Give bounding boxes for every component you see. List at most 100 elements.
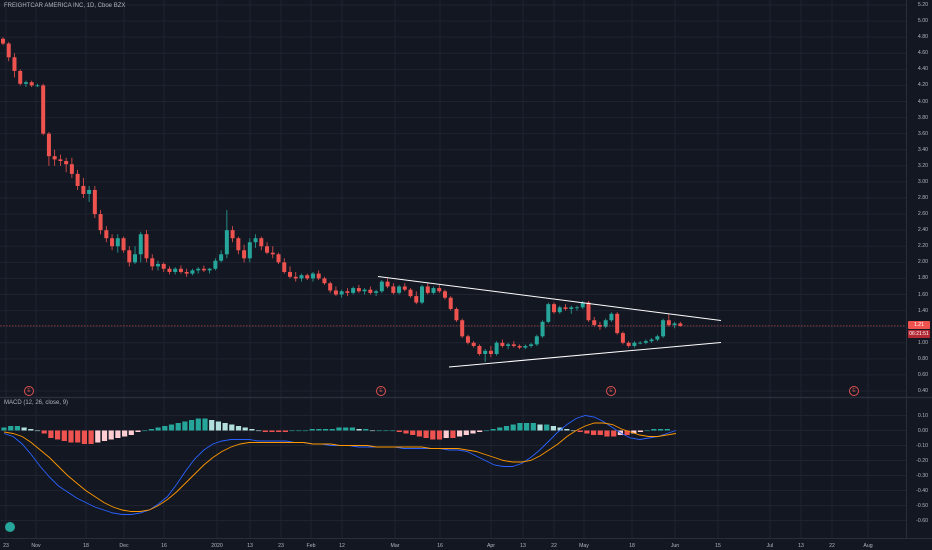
candle[interactable] — [81, 177, 86, 198]
upper-trendline[interactable] — [377, 276, 722, 321]
candle[interactable] — [127, 246, 132, 267]
candle[interactable] — [597, 321, 602, 330]
candle[interactable] — [575, 305, 579, 311]
candle[interactable] — [420, 284, 425, 305]
candle[interactable] — [1, 37, 5, 46]
lower-trendline[interactable] — [448, 342, 722, 368]
candle[interactable] — [425, 283, 430, 295]
candle[interactable] — [483, 349, 488, 363]
candle[interactable] — [546, 302, 551, 324]
candle[interactable] — [534, 334, 539, 346]
candle[interactable] — [666, 313, 671, 327]
candle[interactable] — [293, 271, 298, 282]
candle[interactable] — [144, 230, 149, 263]
candle[interactable] — [259, 236, 264, 251]
candle[interactable] — [672, 321, 677, 329]
candle[interactable] — [523, 344, 528, 350]
candle[interactable] — [368, 286, 373, 295]
candle[interactable] — [529, 342, 534, 348]
candle[interactable] — [299, 273, 304, 282]
candle[interactable] — [374, 289, 379, 297]
candle[interactable] — [230, 226, 235, 243]
candle[interactable] — [500, 339, 505, 348]
candle[interactable] — [569, 305, 574, 314]
candle[interactable] — [437, 284, 442, 293]
candle[interactable] — [552, 302, 557, 314]
candle[interactable] — [161, 262, 166, 272]
candle[interactable] — [184, 268, 189, 277]
candle[interactable] — [46, 132, 51, 166]
candle[interactable] — [471, 341, 476, 348]
candle[interactable] — [328, 281, 333, 293]
earnings-event-4[interactable]: E — [849, 386, 859, 396]
earnings-event-3[interactable]: E — [606, 386, 616, 396]
candle[interactable] — [282, 258, 287, 274]
candle[interactable] — [557, 305, 562, 314]
candle[interactable] — [138, 231, 143, 263]
candle[interactable] — [655, 334, 660, 342]
candle[interactable] — [265, 242, 270, 255]
candle[interactable] — [64, 157, 69, 173]
candle[interactable] — [6, 41, 11, 62]
candle[interactable] — [18, 69, 23, 86]
candle[interactable] — [465, 334, 470, 345]
candle[interactable] — [488, 345, 493, 358]
candle[interactable] — [92, 185, 97, 219]
candle[interactable] — [87, 185, 92, 203]
candle[interactable] — [643, 339, 648, 345]
candle[interactable] — [638, 341, 643, 345]
candle[interactable] — [397, 284, 402, 295]
candle[interactable] — [270, 246, 275, 259]
candle[interactable] — [477, 344, 482, 356]
candle[interactable] — [333, 286, 338, 297]
candle[interactable] — [540, 320, 545, 338]
earnings-event-2[interactable]: E — [376, 386, 386, 396]
candle[interactable] — [414, 291, 419, 305]
candle[interactable] — [391, 283, 396, 295]
candle[interactable] — [23, 80, 28, 88]
candle[interactable] — [632, 341, 637, 348]
candle[interactable] — [603, 318, 608, 329]
candle[interactable] — [58, 154, 63, 166]
candle[interactable] — [12, 53, 17, 78]
candle[interactable] — [351, 286, 356, 295]
candle[interactable] — [609, 312, 614, 322]
candle[interactable] — [563, 304, 568, 311]
candle[interactable] — [356, 284, 361, 293]
candle[interactable] — [253, 234, 258, 248]
candle[interactable] — [110, 234, 115, 251]
earnings-event-1[interactable]: E — [24, 386, 34, 396]
candle[interactable] — [586, 300, 591, 322]
candle[interactable] — [196, 267, 201, 274]
candle[interactable] — [615, 312, 620, 335]
candle[interactable] — [288, 266, 292, 279]
candle[interactable] — [626, 341, 631, 348]
candle[interactable] — [167, 266, 172, 275]
candle[interactable] — [517, 344, 522, 350]
candle[interactable] — [460, 318, 465, 338]
candle[interactable] — [150, 254, 155, 271]
candle[interactable] — [213, 258, 218, 271]
candle[interactable] — [506, 342, 511, 350]
candle[interactable] — [345, 288, 350, 297]
candle[interactable] — [104, 226, 109, 243]
candle[interactable] — [236, 236, 241, 255]
candle[interactable] — [310, 271, 315, 282]
candle[interactable] — [678, 321, 683, 327]
candle[interactable] — [121, 236, 126, 253]
candle[interactable] — [649, 337, 654, 343]
candle[interactable] — [362, 288, 367, 295]
candle[interactable] — [224, 210, 229, 259]
candle[interactable] — [29, 80, 34, 88]
candle[interactable] — [661, 318, 666, 338]
candle[interactable] — [41, 83, 46, 136]
candle[interactable] — [98, 210, 103, 235]
candle[interactable] — [448, 296, 453, 311]
candle[interactable] — [178, 265, 183, 274]
candle[interactable] — [431, 286, 436, 295]
candle[interactable] — [592, 317, 597, 327]
candle[interactable] — [155, 260, 160, 271]
candle[interactable] — [442, 289, 447, 300]
candle[interactable] — [201, 265, 206, 272]
